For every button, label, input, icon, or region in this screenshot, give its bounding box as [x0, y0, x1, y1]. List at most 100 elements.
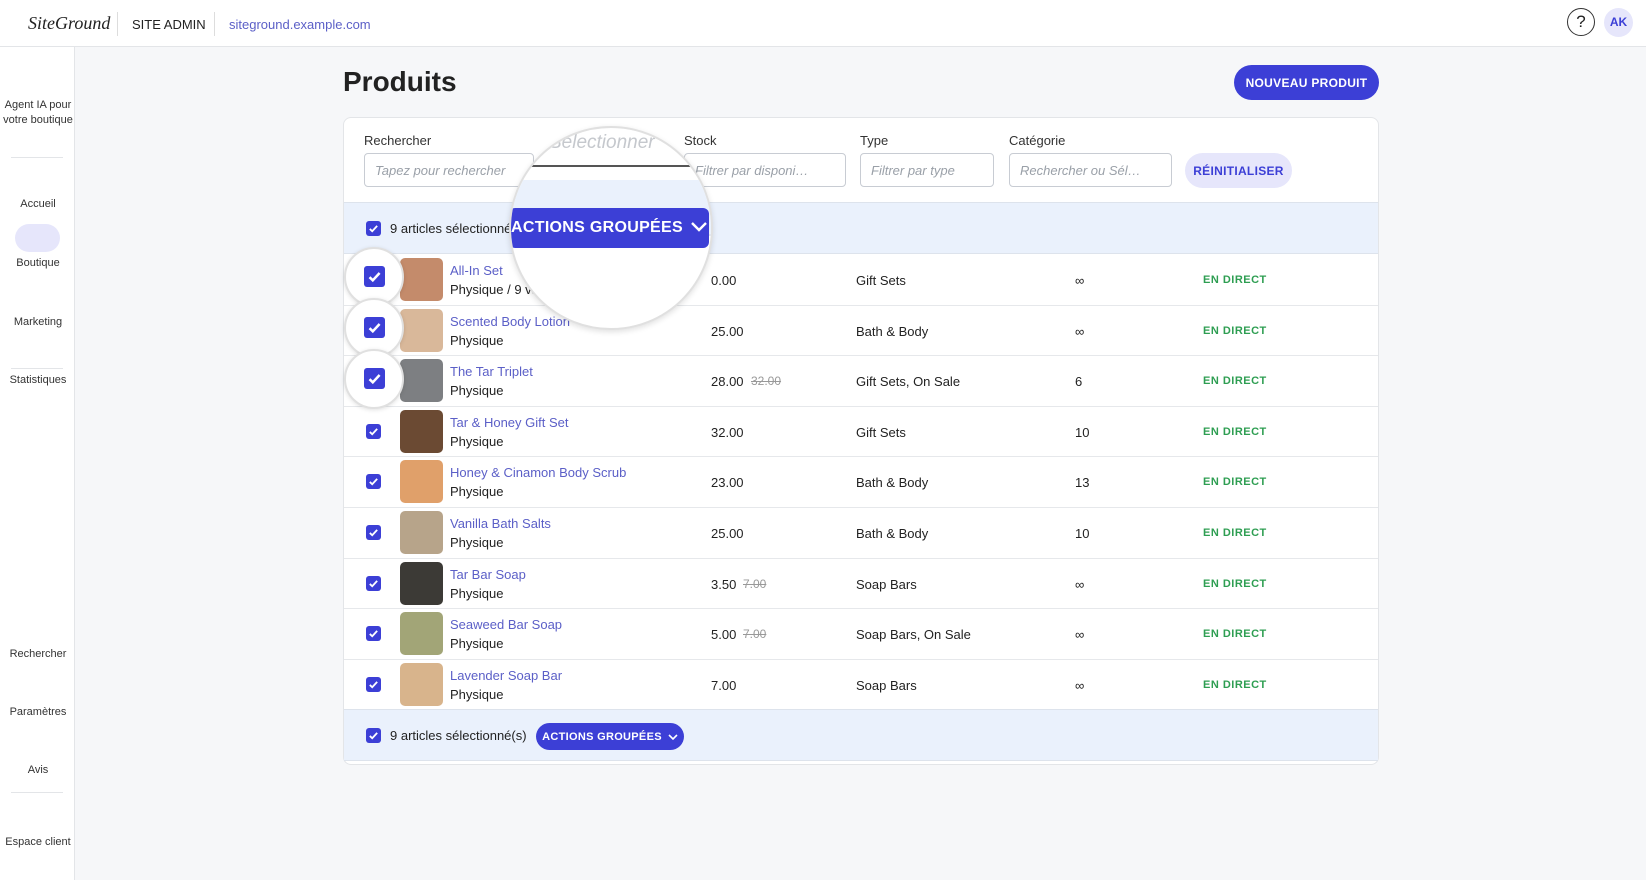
product-name[interactable]: Vanilla Bath Salts	[450, 516, 551, 531]
category: Soap Bars	[856, 677, 917, 693]
checkbox[interactable]	[366, 525, 381, 540]
price: 28.00	[711, 374, 744, 390]
thumbnail	[400, 561, 443, 605]
status: EN DIRECT	[1203, 324, 1267, 337]
status: EN DIRECT	[1203, 274, 1267, 286]
bulk-bar-footer	[344, 709, 1378, 761]
stock: ∞	[1075, 323, 1085, 339]
nav-item[interactable]: Avis	[27, 764, 49, 776]
thumbnail	[400, 409, 443, 453]
product-kind: Physique	[450, 535, 504, 550]
row-divider	[344, 355, 1378, 357]
old-price: 7.00	[743, 627, 767, 642]
old-price: 7.00	[743, 576, 767, 591]
new-product-button[interactable]: NOUVEAU PRODUIT	[1234, 65, 1379, 100]
filter-select[interactable]: Rechercher ou Sél…	[1009, 153, 1172, 187]
checkbox[interactable]	[364, 266, 385, 287]
product-kind: Physique	[450, 484, 504, 500]
checkbox[interactable]	[366, 423, 381, 439]
checkbox[interactable]	[366, 474, 381, 490]
nav-item[interactable]: Espace client	[5, 836, 71, 848]
nav-icon	[0, 82, 1646, 103]
help-button[interactable]: ?	[1567, 8, 1595, 36]
separator	[11, 792, 63, 793]
price: 3.50	[711, 576, 737, 592]
stock: 6	[1075, 374, 1083, 390]
checkbox[interactable]	[366, 575, 381, 591]
magnifier-lens: Sélectionner ACTIONS GROUPÉES	[509, 126, 713, 330]
category: Soap Bars	[856, 576, 917, 592]
category: Gift Sets	[856, 273, 906, 288]
row-divider	[344, 405, 1378, 407]
product-name[interactable]: All-In Set	[450, 263, 503, 278]
checkbox[interactable]	[364, 317, 385, 338]
price: 25.00	[711, 526, 744, 541]
status: EN DIRECT	[1203, 476, 1267, 489]
magnified-label: Sélectionner	[549, 132, 655, 153]
category: Gift Sets	[856, 424, 906, 440]
row-divider	[344, 608, 1378, 610]
stock: 10	[1075, 424, 1090, 440]
active-bg	[15, 224, 60, 252]
filter-label: Rechercher	[364, 133, 432, 148]
product-name[interactable]: Honey & Cinamon Body Scrub	[450, 465, 627, 481]
old-price: 32.00	[751, 374, 782, 389]
product-name[interactable]: Tar Bar Soap	[450, 566, 526, 582]
product-name[interactable]: Tar & Honey Gift Set	[450, 414, 569, 430]
nav-item[interactable]: Statistiques	[9, 374, 67, 386]
header-bar	[0, 0, 1646, 47]
product-name[interactable]: Lavender Soap Bar	[450, 667, 563, 683]
bulk-actions-button[interactable]: ACTIONS GROUPÉES	[536, 723, 684, 750]
price: 7.00	[711, 677, 737, 693]
magnified-actions-button[interactable]: ACTIONS GROUPÉES	[511, 208, 709, 248]
reset-button[interactable]: RÉINITIALISER	[1185, 153, 1292, 188]
product-kind: Physique	[450, 332, 504, 348]
nav-item[interactable]: Marketing	[13, 316, 63, 328]
stock: ∞	[1075, 273, 1085, 288]
checkbox[interactable]	[364, 368, 385, 389]
product-kind: Physique	[450, 433, 504, 449]
filter-label: Catégorie	[1009, 133, 1066, 148]
checkbox[interactable]	[366, 626, 381, 642]
nav-item[interactable]: Agent IA pour votre boutique	[3, 99, 73, 126]
checkbox[interactable]	[366, 676, 381, 692]
row-divider	[344, 557, 1378, 559]
category: Bath & Body	[856, 475, 929, 491]
stock: ∞	[1075, 576, 1085, 592]
stock: ∞	[1075, 627, 1085, 643]
product-name[interactable]: Seaweed Bar Soap	[450, 617, 563, 633]
nav-item[interactable]: Boutique	[16, 257, 60, 269]
search-input[interactable]: Tapez pour rechercher	[364, 153, 534, 187]
avatar[interactable]: AK	[1604, 8, 1633, 37]
chevron	[662, 731, 678, 743]
brand[interactable]: SiteGround	[28, 13, 111, 33]
filter-select[interactable]: Filtrer par disponi…	[684, 153, 846, 187]
price: 25.00	[711, 323, 744, 339]
category: Bath & Body	[856, 526, 929, 541]
thumbnail	[400, 359, 443, 403]
row-divider	[344, 658, 1378, 660]
nav-item[interactable]: Rechercher	[9, 648, 67, 660]
category: Bath & Body	[856, 323, 929, 339]
row-divider	[344, 304, 1378, 306]
category: Gift Sets, On Sale	[856, 374, 961, 390]
product-name[interactable]: Scented Body Lotion	[450, 313, 570, 329]
checkbox[interactable]	[366, 728, 381, 743]
thumbnail	[400, 308, 443, 352]
nav-item[interactable]: Accueil	[20, 198, 56, 210]
checkbox[interactable]	[366, 221, 381, 236]
page-title: Produits	[343, 66, 457, 97]
domain[interactable]: siteground.example.com	[229, 17, 371, 32]
stock: 13	[1075, 475, 1090, 491]
thumbnail	[400, 258, 443, 301]
magnified-underline	[511, 165, 711, 167]
status: EN DIRECT	[1203, 425, 1267, 438]
section: SITE ADMIN	[132, 17, 206, 32]
nav-item[interactable]: Paramètres	[9, 706, 67, 718]
stock: 10	[1075, 526, 1090, 541]
filter-label: Stock	[684, 133, 717, 148]
product-name[interactable]: The Tar Triplet	[450, 364, 533, 380]
product-kind: Physique	[450, 686, 504, 702]
filter-select[interactable]: Filtrer par type	[860, 153, 994, 187]
